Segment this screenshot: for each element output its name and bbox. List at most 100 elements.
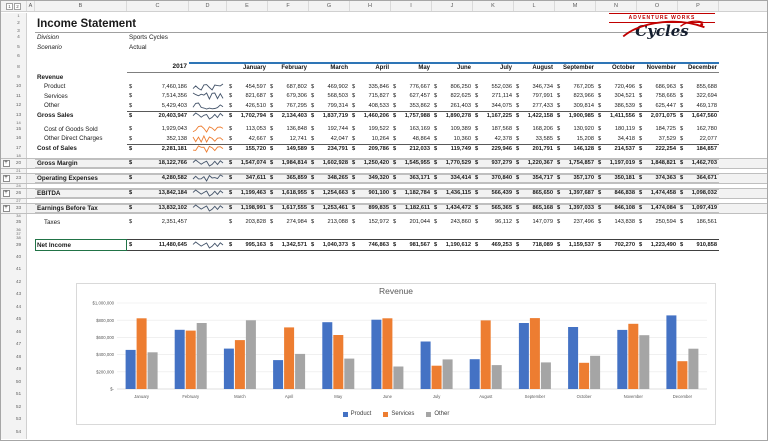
cell-gross-sales-march[interactable]: $1,837,719 xyxy=(309,110,350,121)
cell-other-direct-charges-january[interactable]: $42,667 xyxy=(227,134,268,144)
row-header-50[interactable]: 50 xyxy=(11,376,27,389)
cell-product-november[interactable]: $686,963 xyxy=(637,82,678,92)
cell-other-april[interactable]: $408,533 xyxy=(350,101,391,111)
cell-other-july[interactable]: $344,075 xyxy=(473,101,514,111)
row-header-41[interactable]: 41 xyxy=(11,263,27,276)
cell-services-march[interactable]: $568,503 xyxy=(309,92,350,102)
cell-cost-of-sales-november[interactable]: $222,254 xyxy=(637,143,678,154)
cell-operating-expenses-total[interactable]: $4,280,582 xyxy=(127,173,189,183)
column-header-O[interactable]: O xyxy=(637,1,678,11)
cell-ebitda-september[interactable]: $1,397,687 xyxy=(555,188,596,198)
column-header-J[interactable]: J xyxy=(432,1,473,11)
cell-taxes-august[interactable]: $147,079 xyxy=(514,218,555,228)
column-header-M[interactable]: M xyxy=(555,1,596,11)
row-header-15[interactable]: 15 xyxy=(11,124,27,134)
column-header-september[interactable]: September xyxy=(555,61,596,73)
cell-other-march[interactable]: $799,314 xyxy=(309,101,350,111)
column-header-april[interactable]: April xyxy=(350,61,391,73)
cell-taxes-october[interactable]: $143,838 xyxy=(596,218,637,228)
outline-expand-button[interactable]: + xyxy=(2,189,10,197)
column-header-july[interactable]: July xyxy=(473,61,514,73)
cell-services-sparkline[interactable] xyxy=(189,92,227,102)
cell-services-august[interactable]: $797,991 xyxy=(514,92,555,102)
cell-operating-expenses-august[interactable]: $354,717 xyxy=(514,173,555,183)
cell-other-total[interactable]: $5,429,403 xyxy=(127,101,189,111)
row-header-13[interactable]: 13 xyxy=(11,110,27,121)
column-header-november[interactable]: November xyxy=(637,61,678,73)
cell-cost-of-sales-april[interactable]: $209,786 xyxy=(350,143,391,154)
cell-net-income-february[interactable]: $1,342,571 xyxy=(268,239,309,251)
cell-gross-margin-january[interactable]: $1,547,074 xyxy=(227,158,268,168)
cell-cost-of-goods-sold-august[interactable]: $168,206 xyxy=(514,125,555,135)
cell-cost-of-goods-sold-september[interactable]: $130,920 xyxy=(555,125,596,135)
cell-product-july[interactable]: $552,036 xyxy=(473,82,514,92)
cell-product-may[interactable]: $776,667 xyxy=(391,82,432,92)
cell-cost-of-goods-sold-october[interactable]: $180,119 xyxy=(596,125,637,135)
cell-gross-sales-august[interactable]: $1,422,158 xyxy=(514,110,555,121)
cell-services-june[interactable]: $822,625 xyxy=(432,92,473,102)
cell-ebitda-june[interactable]: $1,436,115 xyxy=(432,188,473,198)
cell-other-november[interactable]: $625,447 xyxy=(637,101,678,111)
cell-gross-sales-april[interactable]: $1,460,206 xyxy=(350,110,391,121)
cell-other-direct-charges-sparkline[interactable] xyxy=(189,134,227,144)
row-header-51[interactable]: 51 xyxy=(11,388,27,401)
cell-taxes-sparkline[interactable] xyxy=(189,218,227,228)
cell-product-august[interactable]: $346,734 xyxy=(514,82,555,92)
cell-cost-of-sales-march[interactable]: $234,791 xyxy=(309,143,350,154)
outline-expand-button[interactable]: + xyxy=(2,159,10,167)
cell-services-november[interactable]: $758,665 xyxy=(637,92,678,102)
cell-services-december[interactable]: $322,694 xyxy=(678,92,719,102)
cell-product-february[interactable]: $687,802 xyxy=(268,82,309,92)
column-header-june[interactable]: June xyxy=(432,61,473,73)
cell-services-october[interactable]: $304,521 xyxy=(596,92,637,102)
cell-net-income-march[interactable]: $1,040,373 xyxy=(309,239,350,251)
cell-taxes-january[interactable]: $203,828 xyxy=(227,218,268,228)
column-header-december[interactable]: December xyxy=(678,61,719,73)
row-header-10[interactable]: 10 xyxy=(11,82,27,92)
cell-gross-sales-february[interactable]: $2,134,403 xyxy=(268,110,309,121)
column-header-august[interactable]: August xyxy=(514,61,555,73)
row-header-39[interactable]: 39 xyxy=(11,239,27,251)
cell-other-direct-charges-may[interactable]: $48,864 xyxy=(391,134,432,144)
row-header-27[interactable]: 27 xyxy=(11,198,27,203)
cell-cost-of-goods-sold-july[interactable]: $187,568 xyxy=(473,125,514,135)
row-header-21[interactable]: 21 xyxy=(11,168,27,173)
row-header-20[interactable]: 20 xyxy=(11,158,27,168)
cell-cost-of-goods-sold-march[interactable]: $192,744 xyxy=(309,125,350,135)
cell-cost-of-goods-sold-sparkline[interactable] xyxy=(189,125,227,135)
cell-net-income-april[interactable]: $746,863 xyxy=(350,239,391,251)
cell-cost-of-sales-january[interactable]: $155,720 xyxy=(227,143,268,154)
cell-other-sparkline[interactable] xyxy=(189,101,227,111)
cell-other-june[interactable]: $261,403 xyxy=(432,101,473,111)
cell-other-december[interactable]: $469,178 xyxy=(678,101,719,111)
row-header-2[interactable]: 2 xyxy=(11,17,27,30)
row-header-9[interactable]: 9 xyxy=(11,72,27,82)
cell-other-direct-charges-november[interactable]: $37,529 xyxy=(637,134,678,144)
row-label-other[interactable]: Other xyxy=(35,101,127,111)
cell-gross-margin-total[interactable]: $18,122,766 xyxy=(127,158,189,168)
cell-ebitda-total[interactable]: $13,842,184 xyxy=(127,188,189,198)
row-header-5[interactable]: 5 xyxy=(11,42,27,52)
cell-product-january[interactable]: $454,597 xyxy=(227,82,268,92)
cell-operating-expenses-march[interactable]: $348,265 xyxy=(309,173,350,183)
row-header-16[interactable]: 16 xyxy=(11,134,27,144)
row-label-net-income[interactable]: Net Income xyxy=(35,239,127,251)
cell-services-april[interactable]: $715,827 xyxy=(350,92,391,102)
cell-earnings-before-tax-january[interactable]: $1,198,991 xyxy=(227,203,268,213)
outline-level-button-2[interactable]: 2 xyxy=(14,2,21,10)
column-header-N[interactable]: N xyxy=(596,1,637,11)
row-label-cost-of-sales[interactable]: Cost of Sales xyxy=(35,144,127,154)
cell-ebitda-february[interactable]: $1,618,955 xyxy=(268,188,309,198)
cell-gross-margin-february[interactable]: $1,984,814 xyxy=(268,158,309,168)
column-header-G[interactable]: G xyxy=(309,1,350,11)
row-header-26[interactable]: 26 xyxy=(11,188,27,198)
row-header-38[interactable]: 38 xyxy=(11,235,27,240)
column-header-K[interactable]: K xyxy=(473,1,514,11)
row-header-44[interactable]: 44 xyxy=(11,301,27,314)
cell-ebitda-march[interactable]: $1,254,663 xyxy=(309,188,350,198)
row-label-earnings-before-tax[interactable]: Earnings Before Tax xyxy=(35,203,127,213)
cell-gross-margin-december[interactable]: $1,462,703 xyxy=(678,158,719,168)
row-header-40[interactable]: 40 xyxy=(11,251,27,264)
cell-operating-expenses-november[interactable]: $374,363 xyxy=(637,173,678,183)
column-header-F[interactable]: F xyxy=(268,1,309,11)
